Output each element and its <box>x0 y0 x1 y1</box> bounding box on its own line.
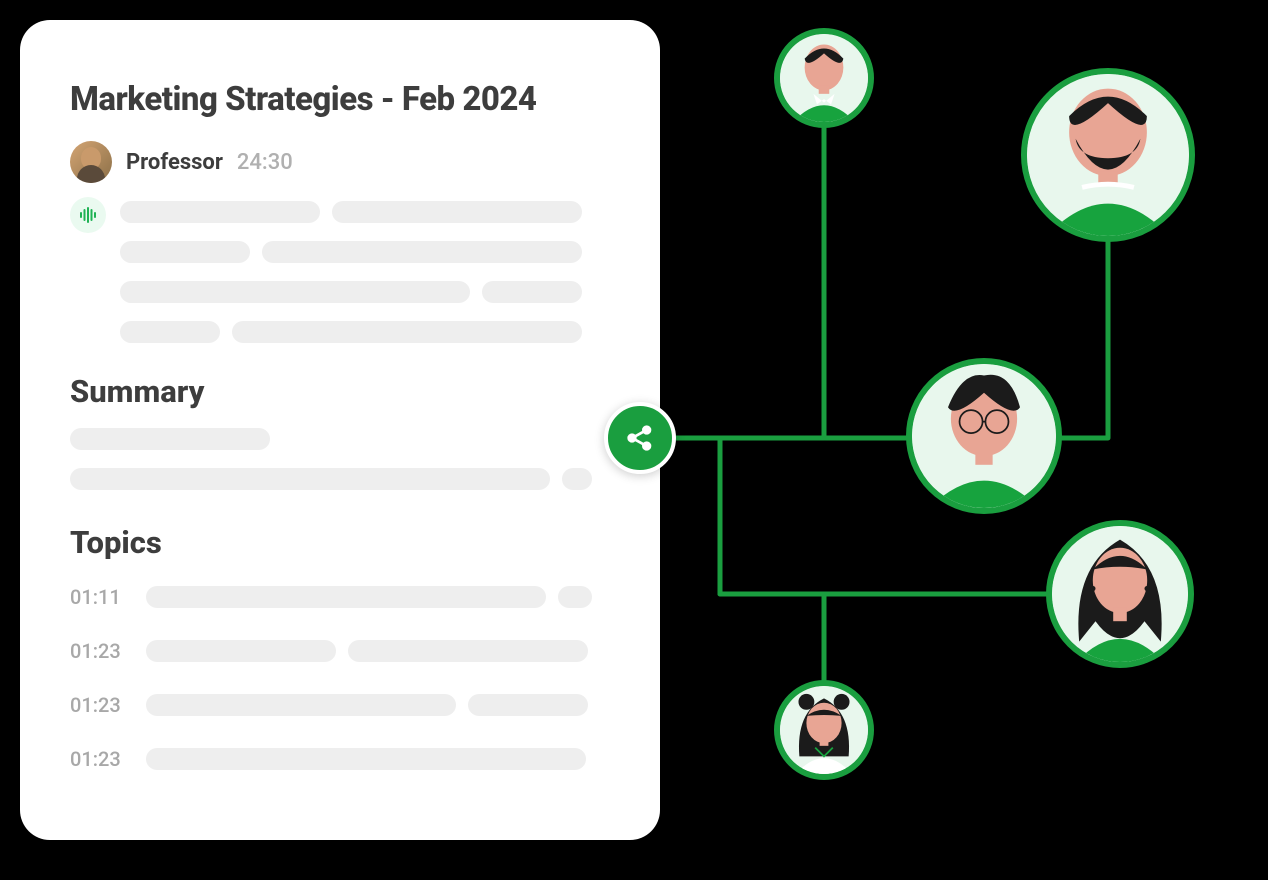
placeholder-bar <box>146 748 586 770</box>
person-woman-avatar <box>1046 520 1194 668</box>
summary-section <box>70 428 610 490</box>
placeholder-bar <box>468 694 588 716</box>
placeholder-bar <box>70 468 550 490</box>
placeholder-row <box>120 201 610 223</box>
placeholder-bar <box>146 586 546 608</box>
topic-timestamp: 01:11 <box>70 585 122 609</box>
person-girl-avatar <box>774 680 874 780</box>
placeholder-bar <box>482 281 582 303</box>
topic-row[interactable]: 01:23 <box>70 693 610 717</box>
topic-row[interactable]: 01:23 <box>70 639 610 663</box>
placeholder-bar <box>120 201 320 223</box>
placeholder-bar <box>558 586 592 608</box>
author-name: Professor <box>126 150 223 175</box>
placeholder-row <box>120 281 610 303</box>
topic-row[interactable]: 01:11 <box>70 585 610 609</box>
person-beard-avatar <box>1021 68 1195 242</box>
placeholder-bar <box>120 241 250 263</box>
placeholder-bar <box>146 694 456 716</box>
page-title: Marketing Strategies - Feb 2024 <box>70 80 610 119</box>
placeholder-bar <box>146 640 336 662</box>
placeholder-bar <box>332 201 582 223</box>
topic-content <box>146 694 610 716</box>
placeholder-bar <box>120 281 470 303</box>
transcript-section <box>70 201 610 343</box>
recording-duration: 24:30 <box>237 150 293 175</box>
share-icon <box>624 422 656 454</box>
person-center-avatar <box>906 358 1062 514</box>
transcript-card: Marketing Strategies - Feb 2024 Professo… <box>20 20 660 840</box>
author-row: Professor 24:30 <box>70 141 610 183</box>
placeholder-bar <box>562 468 592 490</box>
placeholder-bar <box>232 321 582 343</box>
placeholder-row <box>120 241 610 263</box>
topic-content <box>146 748 610 770</box>
placeholder-row <box>120 321 610 343</box>
topic-timestamp: 01:23 <box>70 747 122 771</box>
topics-heading: Topics <box>70 524 610 561</box>
placeholder-bar <box>262 241 582 263</box>
placeholder-row <box>70 468 610 490</box>
summary-heading: Summary <box>70 373 610 410</box>
placeholder-bar <box>70 428 270 450</box>
topic-content <box>146 640 610 662</box>
topic-content <box>146 586 610 608</box>
placeholder-row <box>70 428 610 450</box>
person-top-avatar <box>774 28 874 128</box>
share-button[interactable] <box>604 402 676 474</box>
topic-timestamp: 01:23 <box>70 639 122 663</box>
share-network <box>676 0 1268 880</box>
waveform-icon <box>70 197 106 233</box>
topics-section: 01:11 01:23 01:23 01:23 <box>70 579 610 771</box>
topic-row[interactable]: 01:23 <box>70 747 610 771</box>
topic-timestamp: 01:23 <box>70 693 122 717</box>
author-avatar <box>70 141 112 183</box>
placeholder-bar <box>348 640 588 662</box>
placeholder-bar <box>120 321 220 343</box>
